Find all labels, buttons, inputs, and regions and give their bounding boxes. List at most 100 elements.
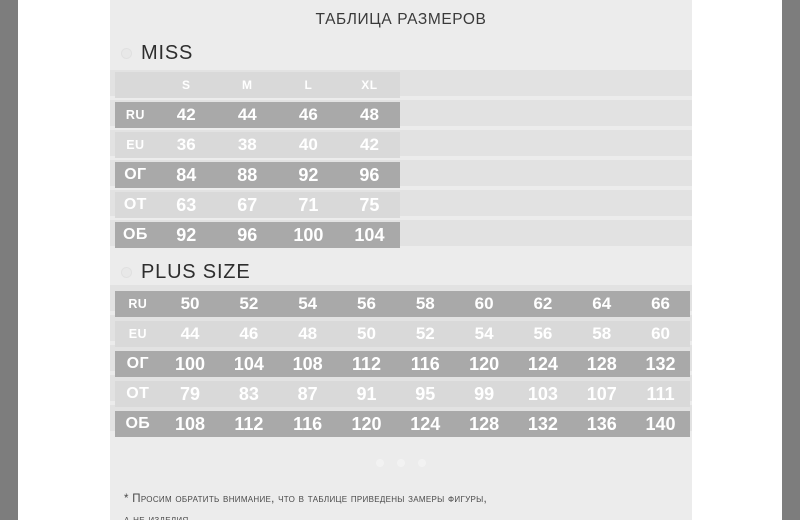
cell: 124 bbox=[513, 351, 573, 377]
cell: 111 bbox=[631, 381, 690, 407]
cell: 120 bbox=[337, 411, 396, 437]
cell: 107 bbox=[572, 381, 632, 407]
cell: 100 bbox=[160, 351, 220, 377]
footnote-line-1: * Просим обратить внимание, что в таблиц… bbox=[124, 493, 487, 505]
cell: 96 bbox=[338, 162, 400, 188]
cell: 42 bbox=[338, 132, 400, 158]
cell: 52 bbox=[395, 321, 455, 347]
row-label-ob: ОБ bbox=[115, 222, 156, 248]
cell: 46 bbox=[277, 102, 339, 128]
table-row: RU 42 44 46 48 bbox=[115, 102, 400, 128]
table-row: ОГ 100 104 108 112 116 120 124 128 132 bbox=[115, 351, 690, 377]
cell: 124 bbox=[395, 411, 455, 437]
plus-size-table-wrapper: RU 50 52 54 56 58 60 62 64 66 EU 44 46 4… bbox=[110, 291, 692, 437]
plus-size-table: RU 50 52 54 56 58 60 62 64 66 EU 44 46 4… bbox=[115, 291, 690, 437]
cell: 128 bbox=[572, 351, 632, 377]
cell: 87 bbox=[278, 381, 338, 407]
row-label-og: ОГ bbox=[115, 162, 156, 188]
cell: 79 bbox=[160, 381, 220, 407]
cell: 60 bbox=[454, 291, 514, 317]
header-cell-m: M bbox=[216, 72, 278, 98]
page-title: ТАБЛИЦА РАЗМЕРОВ bbox=[315, 11, 487, 28]
dot-icon bbox=[418, 459, 426, 467]
cell: 104 bbox=[219, 351, 279, 377]
header-cell-s: S bbox=[155, 72, 217, 98]
cell: 83 bbox=[219, 381, 279, 407]
cell: 108 bbox=[278, 351, 338, 377]
cell: 44 bbox=[160, 321, 220, 347]
table-row: RU 50 52 54 56 58 60 62 64 66 bbox=[115, 291, 690, 317]
row-label-ru: RU bbox=[115, 291, 161, 317]
bullet-icon bbox=[122, 49, 131, 58]
cell: 48 bbox=[338, 102, 400, 128]
cell: 100 bbox=[277, 222, 339, 248]
cell: 108 bbox=[160, 411, 220, 437]
cell: 104 bbox=[338, 222, 400, 248]
table-row: ОТ 79 83 87 91 95 99 103 107 111 bbox=[115, 381, 690, 407]
row-label-eu: EU bbox=[115, 321, 161, 347]
row-label-ot: ОТ bbox=[115, 192, 156, 218]
cell: 116 bbox=[278, 411, 338, 437]
cell: 92 bbox=[277, 162, 339, 188]
row-label-og: ОГ bbox=[115, 351, 161, 377]
table-row: EU 44 46 48 50 52 54 56 58 60 bbox=[115, 321, 690, 347]
dot-icon bbox=[397, 459, 405, 467]
table-header-row: S M L XL bbox=[115, 72, 400, 98]
cell: 99 bbox=[454, 381, 514, 407]
cell: 136 bbox=[572, 411, 632, 437]
footnote-line-2: а не изделия. bbox=[124, 510, 669, 520]
cell: 58 bbox=[572, 321, 632, 347]
cell: 140 bbox=[631, 411, 690, 437]
cell: 36 bbox=[155, 132, 217, 158]
cell: 116 bbox=[395, 351, 455, 377]
dots-separator bbox=[110, 459, 692, 467]
section-heading-miss: MISS bbox=[122, 42, 692, 65]
row-label-ru: RU bbox=[115, 102, 156, 128]
header-cell-blank bbox=[115, 72, 156, 98]
cell: 75 bbox=[338, 192, 400, 218]
table-row: EU 36 38 40 42 bbox=[115, 132, 400, 158]
cell: 50 bbox=[160, 291, 220, 317]
cell: 71 bbox=[277, 192, 339, 218]
cell: 48 bbox=[278, 321, 338, 347]
row-label-eu: EU bbox=[115, 132, 156, 158]
cell: 54 bbox=[454, 321, 514, 347]
cell: 56 bbox=[513, 321, 573, 347]
size-chart-panel: ТАБЛИЦА РАЗМЕРОВ MISS S M L XL RU 42 44 bbox=[110, 0, 692, 520]
cell: 56 bbox=[337, 291, 396, 317]
miss-table-wrapper: S M L XL RU 42 44 46 48 EU 36 38 bbox=[110, 72, 692, 248]
cell: 96 bbox=[216, 222, 278, 248]
cell: 58 bbox=[395, 291, 455, 317]
cell: 54 bbox=[278, 291, 338, 317]
cell: 132 bbox=[513, 411, 573, 437]
cell: 112 bbox=[219, 411, 279, 437]
cell: 92 bbox=[155, 222, 217, 248]
cell: 112 bbox=[337, 351, 396, 377]
table-row: ОГ 84 88 92 96 bbox=[115, 162, 400, 188]
cell: 91 bbox=[337, 381, 396, 407]
cell: 60 bbox=[631, 321, 690, 347]
cell: 95 bbox=[395, 381, 455, 407]
footnote: * Просим обратить внимание, что в таблиц… bbox=[124, 489, 669, 520]
cell: 46 bbox=[219, 321, 279, 347]
dot-icon bbox=[376, 459, 384, 467]
header-cell-l: L bbox=[277, 72, 339, 98]
table-row: ОТ 63 67 71 75 bbox=[115, 192, 400, 218]
section-label-miss: MISS bbox=[141, 42, 194, 64]
table-row: ОБ 108 112 116 120 124 128 132 136 140 bbox=[115, 411, 690, 437]
cell: 52 bbox=[219, 291, 279, 317]
cell: 66 bbox=[631, 291, 690, 317]
section-label-plus-size: PLUS SIZE bbox=[141, 261, 251, 283]
cell: 103 bbox=[513, 381, 573, 407]
bullet-icon bbox=[122, 268, 131, 277]
cell: 50 bbox=[337, 321, 396, 347]
row-label-ot: ОТ bbox=[115, 381, 161, 407]
cell: 84 bbox=[155, 162, 217, 188]
cell: 44 bbox=[216, 102, 278, 128]
cell: 62 bbox=[513, 291, 573, 317]
cell: 38 bbox=[216, 132, 278, 158]
section-heading-plus-size: PLUS SIZE bbox=[122, 261, 692, 284]
table-row: ОБ 92 96 100 104 bbox=[115, 222, 400, 248]
left-edge-band bbox=[0, 0, 18, 520]
cell: 42 bbox=[155, 102, 217, 128]
